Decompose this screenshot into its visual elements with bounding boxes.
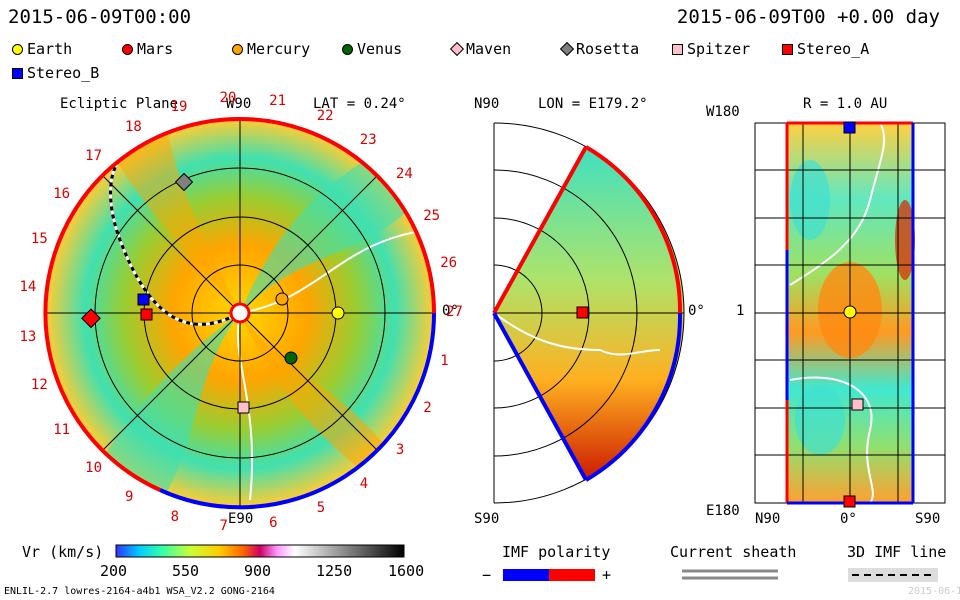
square-marker-icon: [672, 43, 683, 55]
ecliptic-tick-label: 19: [170, 98, 188, 115]
ecliptic-tick-label: 5: [316, 500, 326, 517]
circle-marker-icon: [12, 43, 23, 55]
ecliptic-tick-label: 26: [440, 254, 458, 271]
ecliptic-tick-label: 15: [30, 230, 48, 247]
colorbar-tick-label: 900: [244, 562, 272, 580]
ecliptic-tick-label: 8: [170, 509, 180, 525]
s90-label: S90: [474, 511, 500, 527]
colorbar-tick-label: 1600: [388, 562, 425, 580]
ecliptic-tick-label: 24: [395, 166, 413, 183]
imf-minus: −: [482, 566, 492, 584]
ecliptic-tick-label: 6: [269, 514, 278, 531]
legend-label: Spitzer: [687, 40, 751, 58]
legend-item-mercury: Mercury: [232, 40, 310, 58]
zero-deg-label-left: 0°: [442, 303, 459, 319]
lat-one-label: 1: [736, 303, 745, 319]
legend-label: Rosetta: [576, 40, 640, 58]
date-right: 2015-06-09T00 +0.00 day: [676, 6, 940, 28]
current-sheath-title: Current sheath: [670, 543, 797, 561]
ecliptic-tick-label: 17: [85, 148, 102, 165]
ecliptic-tick-label: 1: [440, 353, 449, 370]
ecliptic-tick-label: 21: [269, 93, 287, 110]
zero-deg-label-mid: 0°: [688, 303, 705, 319]
bottom-zero-label: 0°: [840, 511, 857, 527]
ecliptic-title: Ecliptic Plane: [60, 96, 179, 112]
n90-label: N90: [474, 96, 500, 112]
e90-label: E90: [228, 511, 254, 527]
ecliptic-tick-label: 20: [219, 90, 237, 107]
legend-item-stereo-a: Stereo_A: [782, 40, 869, 58]
legend-label: Mars: [137, 40, 174, 58]
ecliptic-tick-label: 4: [359, 475, 369, 492]
mars-marker: [81, 308, 101, 329]
ecliptic-tick-label: 13: [19, 328, 37, 345]
colorbar-tick-label: 1250: [316, 562, 353, 580]
legend-item-stereo-b: Stereo_B: [12, 64, 99, 82]
circle-marker-icon: [232, 43, 243, 55]
ecliptic-tick-label: 9: [125, 489, 134, 506]
footer-date: 2015-06-10: [908, 586, 960, 597]
imf-pos-bar: [549, 569, 595, 581]
ecliptic-tick-label: 16: [53, 186, 71, 203]
ecliptic-tick-label: 7: [219, 517, 228, 534]
radial-surface-plot: [754, 121, 946, 508]
ecliptic-tick-label: 12: [30, 377, 48, 394]
venus-marker: [284, 351, 298, 365]
sun-marker: [229, 302, 251, 324]
legend-item-mars: Mars: [122, 40, 173, 58]
legend-item-maven: Maven: [449, 40, 512, 58]
ecliptic-tick-label: 18: [125, 118, 142, 135]
legend-label: Earth: [27, 40, 73, 58]
bottom-n90-label: N90: [755, 511, 781, 527]
stereo-b-marker: [137, 293, 150, 306]
bottom-s90-label: S90: [915, 511, 941, 527]
lat-label: LAT = 0.24°: [313, 96, 406, 112]
ecliptic-tick-label: 25: [423, 207, 441, 224]
spitzer-marker: [237, 401, 250, 414]
legend-label: Stereo_B: [27, 64, 100, 82]
colorbar-tick-label: 200: [100, 562, 128, 580]
stereo-a-marker: [140, 308, 153, 321]
meridional-plot: [492, 122, 685, 504]
colorbar-tick-label: 550: [172, 562, 200, 580]
w90-label: W90: [226, 96, 252, 112]
circle-marker-icon: [122, 43, 133, 55]
r-label: R = 1.0 AU: [803, 96, 888, 112]
legend-item-rosetta: Rosetta: [559, 40, 640, 58]
date-left: 2015-06-09T00:00: [8, 6, 192, 28]
imf-neg-bar: [503, 569, 549, 581]
ecliptic-tick-label: 10: [85, 459, 102, 476]
legend-item-spitzer: Spitzer: [672, 40, 750, 58]
square-marker-icon: [12, 67, 23, 79]
legend-label: Maven: [466, 40, 512, 58]
legend-label: Venus: [357, 40, 403, 58]
mercury-marker: [275, 292, 289, 306]
ecliptic-tick-label: 11: [53, 421, 71, 438]
lon-label: LON = E179.2°: [538, 96, 648, 112]
legend-label: Stereo_A: [797, 40, 870, 58]
circle-marker-icon: [342, 43, 353, 55]
ecliptic-tick-label: 27: [446, 304, 463, 320]
legend-label: Mercury: [247, 40, 311, 58]
footer-model-info: ENLIL-2.7 lowres-2164-a4b1 WSA_V2.2 GONG…: [4, 586, 275, 597]
earth-marker: [331, 306, 345, 320]
ecliptic-tick-label: 22: [316, 107, 334, 124]
ecliptic-tick-label: 3: [395, 441, 405, 458]
legend-item-venus: Venus: [342, 40, 402, 58]
ecliptic-tick-label: 23: [359, 132, 377, 149]
rosetta-marker: [174, 172, 194, 192]
e180-label: E180: [706, 503, 740, 519]
w180-label: W180: [706, 104, 740, 120]
legend-item-earth: Earth: [12, 40, 72, 58]
imf-line-title: 3D IMF line: [847, 543, 947, 561]
colorbar: [115, 544, 405, 558]
colorbar-title: Vr (km/s): [22, 543, 104, 561]
imf-plus: +: [602, 566, 612, 584]
ecliptic-tick-label: 2: [423, 400, 432, 417]
square-marker-icon: [782, 43, 793, 55]
ecliptic-tick-label: 14: [19, 279, 37, 296]
imf-polarity-title: IMF polarity: [502, 543, 611, 561]
